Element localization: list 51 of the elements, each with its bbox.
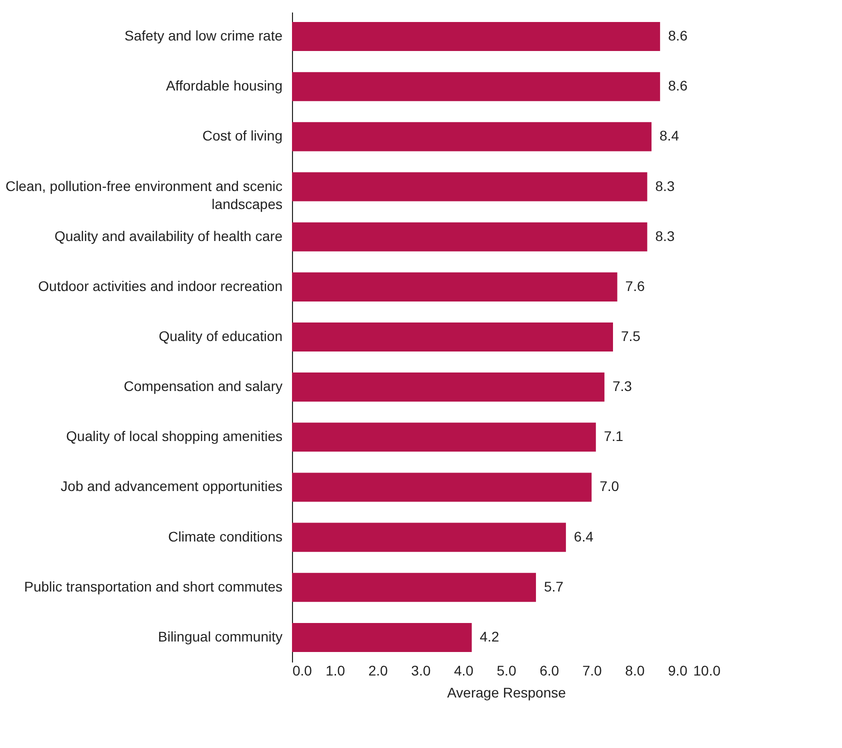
bar <box>292 322 613 352</box>
bar <box>292 22 660 52</box>
x-tick-label: 0.0 <box>292 662 312 678</box>
y-tick-label: Job and advancement opportunities <box>60 478 282 494</box>
data-label: 8.3 <box>655 178 675 194</box>
x-tick-label: 10.0 <box>693 662 721 678</box>
y-tick-label: Quality and availability of health care <box>54 228 283 244</box>
data-label: 4.2 <box>480 628 500 644</box>
data-label: 8.3 <box>655 228 675 244</box>
data-label: 7.5 <box>621 328 641 344</box>
bar <box>292 572 536 602</box>
y-tick-label: Quality of education <box>158 328 282 344</box>
x-tick-label: 1.0 <box>326 662 346 678</box>
y-tick-label: Bilingual community <box>158 628 282 644</box>
bar <box>292 122 652 152</box>
y-tick-label: Cost of living <box>202 128 282 144</box>
bar <box>292 72 660 102</box>
y-tick-label: Climate conditions <box>168 528 282 544</box>
bar <box>292 222 648 252</box>
x-tick-label: 7.0 <box>582 662 602 678</box>
data-label: 7.1 <box>604 428 624 444</box>
y-tick-label: Affordable housing <box>166 78 282 94</box>
data-label: 5.7 <box>544 578 564 594</box>
x-tick-label: 5.0 <box>496 662 516 678</box>
data-label: 8.4 <box>660 128 680 144</box>
data-label: 6.4 <box>574 528 594 544</box>
x-tick-label: 3.0 <box>411 662 431 678</box>
x-tick-label: 8.0 <box>625 662 645 678</box>
bar <box>292 372 604 402</box>
y-tick-label: Public transportation and short commutes <box>24 578 282 594</box>
x-tick-label: 6.0 <box>540 662 560 678</box>
data-label: 7.0 <box>600 478 620 494</box>
bar <box>292 522 566 552</box>
x-tick-label: 9.0 <box>668 662 688 678</box>
bar <box>292 622 472 652</box>
x-axis-title: Average Response <box>447 684 566 700</box>
bar <box>292 272 618 302</box>
y-tick-label: Compensation and salary <box>124 378 282 394</box>
y-tick-label: Safety and low crime rate <box>124 28 283 44</box>
x-tick-label: 2.0 <box>368 662 388 678</box>
bar <box>292 472 592 502</box>
y-tick-label: Quality of local shopping amenities <box>66 428 282 444</box>
x-tick-label: 4.0 <box>454 662 474 678</box>
data-label: 7.3 <box>612 378 632 394</box>
bar <box>292 172 648 202</box>
data-label: 8.6 <box>668 28 688 44</box>
y-tick-label: Clean, pollution-free environment and scenic landscapes <box>5 178 282 212</box>
bar <box>292 422 596 452</box>
data-label: 7.6 <box>625 278 645 294</box>
y-tick-label: Outdoor activities and indoor recreation <box>38 278 282 294</box>
data-label: 8.6 <box>668 78 688 94</box>
